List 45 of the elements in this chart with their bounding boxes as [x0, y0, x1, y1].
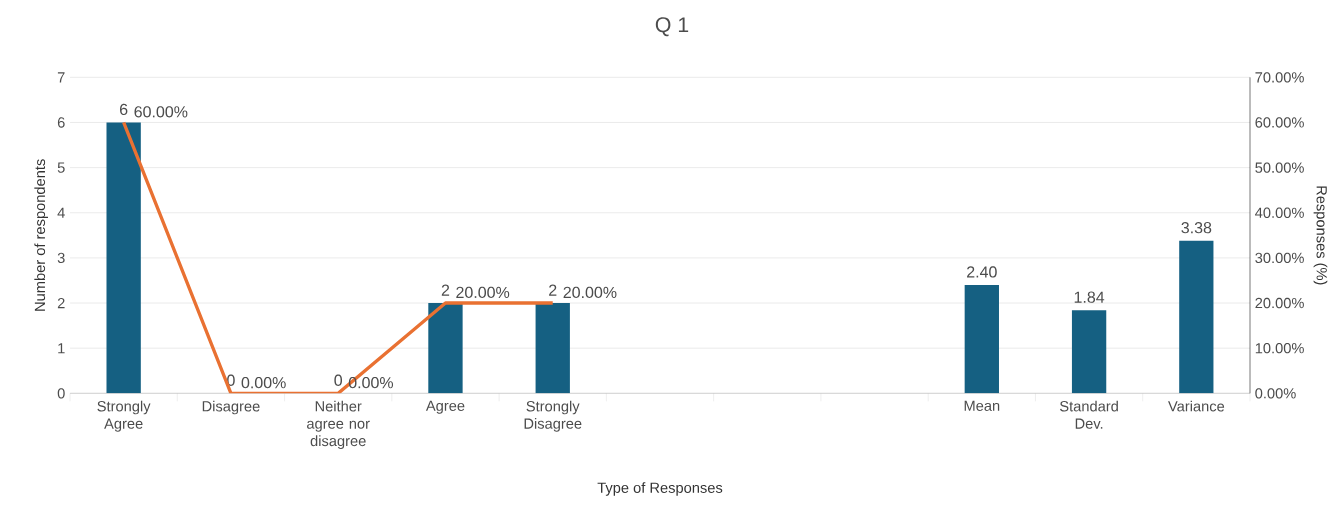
data-label: 6: [120, 103, 128, 116]
y2-tick-label: 0.00%: [1255, 388, 1296, 399]
y2-tick-label: 70.00%: [1255, 72, 1304, 83]
data-label: 2: [549, 284, 557, 296]
data-label: 2: [441, 284, 450, 296]
data-label: 3.38: [1181, 222, 1212, 234]
data-label: 20.00%: [456, 286, 510, 299]
x-tick-label: Strongly Disagree: [524, 400, 582, 432]
y-tick-label: 2: [57, 297, 65, 309]
data-label: 0: [334, 374, 343, 386]
y2-tick-label: 20.00%: [1255, 297, 1304, 309]
y-tick-label: 5: [57, 162, 65, 173]
y2-tick-label: 60.00%: [1255, 117, 1304, 128]
data-label: 20.00%: [563, 286, 617, 299]
y-tick-label: 6: [57, 117, 65, 128]
y-axis-title: Number of respondents: [34, 159, 48, 311]
y2-tick-label: 30.00%: [1255, 252, 1304, 264]
bar: [106, 122, 141, 394]
bar: [964, 284, 999, 394]
bar: [535, 303, 570, 394]
x-tick-label: Disagree: [202, 400, 260, 415]
data-label: 0.00%: [241, 376, 286, 389]
bar: [1179, 240, 1214, 394]
chart-title: Q 1: [655, 17, 689, 37]
y2-tick-label: 10.00%: [1255, 343, 1304, 354]
y2-axis-title: Responses (%): [1313, 186, 1328, 285]
x-tick-label: Neither agree nor disagree: [307, 400, 370, 450]
data-label: 2.40: [967, 266, 997, 278]
y2-tick-label: 50.00%: [1255, 162, 1304, 173]
x-tick-label: Variance: [1168, 400, 1225, 412]
bar: [428, 303, 463, 394]
bar: [1071, 310, 1107, 394]
y-tick-label: 3: [57, 252, 65, 264]
y-tick-label: 7: [57, 72, 65, 83]
x-tick-label: Strongly Agree: [97, 400, 151, 432]
x-tick-label: Standard Dev.: [1060, 400, 1118, 429]
x-tick-label: Agree: [425, 400, 465, 414]
y-tick-label: 1: [58, 343, 65, 354]
y2-tick-label: 40.00%: [1255, 207, 1304, 218]
data-label: 1.84: [1074, 291, 1105, 303]
y-tick-label: 4: [57, 207, 65, 218]
x-axis-title: Type of Responses: [597, 482, 723, 496]
data-label: 60.00%: [134, 106, 188, 118]
y-tick-label: 0: [57, 388, 65, 399]
x-tick-label: Mean: [964, 400, 1000, 411]
